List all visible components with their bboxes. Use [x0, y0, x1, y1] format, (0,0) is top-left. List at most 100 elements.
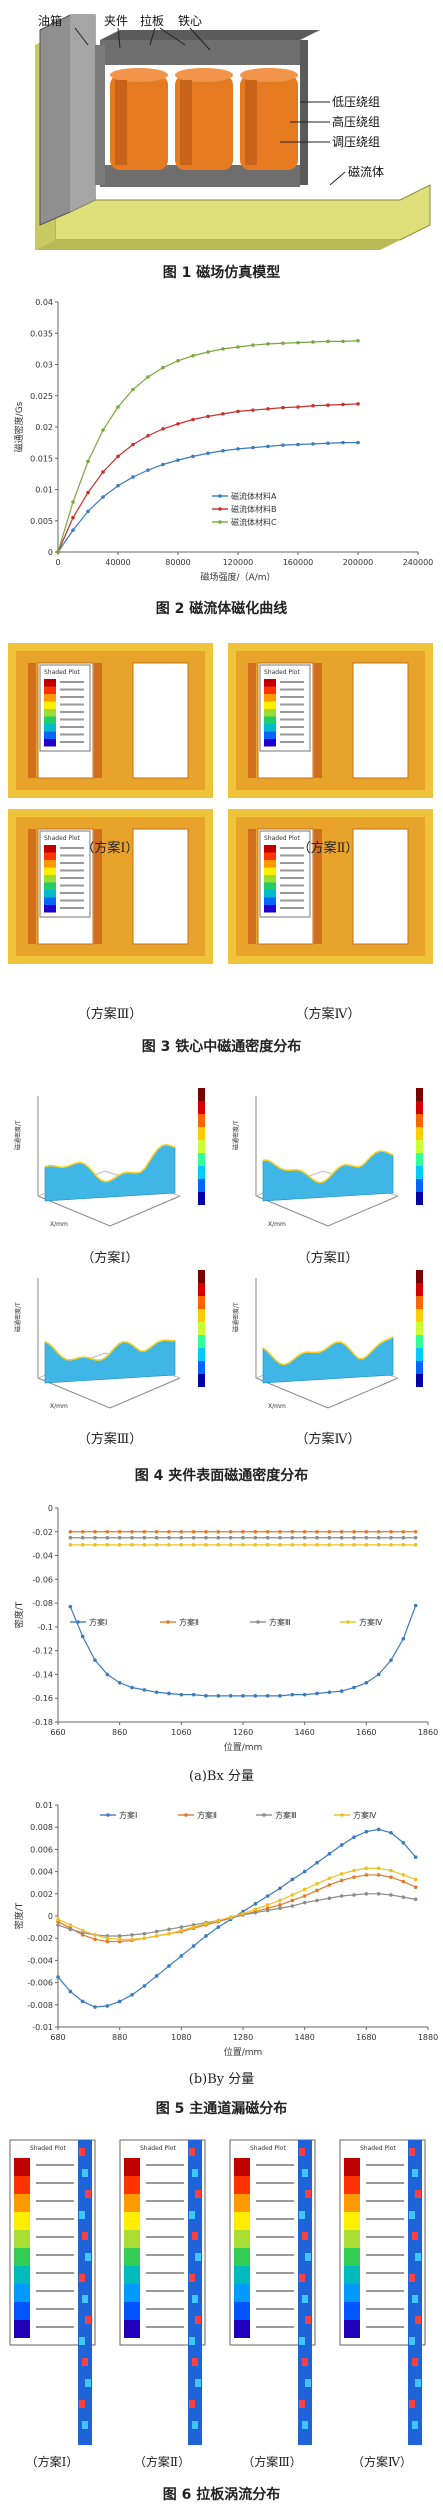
colorbar-step [416, 1270, 423, 1283]
data-point [401, 1529, 406, 1534]
label-lv-winding: 低压绕组 [332, 95, 381, 109]
data-point [161, 365, 165, 370]
data-point [290, 1898, 295, 1903]
data-point [116, 454, 120, 459]
data-point [105, 1535, 110, 1540]
legend-value-tick [60, 877, 84, 879]
y-tick-label: -0.12 [32, 1647, 53, 1656]
legend-color-step [234, 2248, 250, 2266]
legend-color-step [234, 2302, 250, 2320]
data-point [265, 1903, 270, 1907]
y-tick-label: 0.005 [30, 517, 53, 526]
data-point [142, 1984, 147, 1988]
legend-value-tick [256, 2164, 294, 2166]
core-limb-edge [94, 663, 102, 778]
colorbar-step [416, 1348, 423, 1361]
colorbar-step [198, 1335, 205, 1348]
legend-value-tick [60, 892, 84, 894]
data-point [290, 1692, 295, 1697]
y-tick-label: -0.14 [32, 1670, 53, 1679]
legend-color-step [124, 2266, 140, 2284]
data-point [311, 340, 315, 344]
data-point [146, 468, 150, 472]
data-point [376, 1892, 381, 1896]
data-point [142, 1936, 147, 1940]
data-point [352, 1543, 356, 1547]
eddy-hotspot [302, 2232, 308, 2240]
surface-body [44, 1339, 176, 1384]
legend-value-tick [60, 741, 84, 743]
legend-value-tick [366, 2182, 404, 2184]
data-point [339, 1535, 344, 1540]
series-line-2 [57, 1874, 416, 1943]
legend-value-tick [280, 726, 304, 728]
legend-value-tick [60, 862, 84, 864]
data-point [290, 1877, 295, 1882]
legend-color-step [44, 867, 56, 875]
figure-4-caption: 图 4 夹件表面磁通密度分布 [134, 1468, 309, 1484]
legend-color-step [44, 890, 56, 898]
label-tie-plate: 拉板 [140, 14, 165, 28]
legend-value-tick [256, 2236, 294, 2238]
data-point [290, 1904, 295, 1908]
data-point [101, 495, 105, 499]
surface-axes [37, 1278, 181, 1409]
data-point [131, 387, 135, 392]
data-point [130, 1543, 134, 1547]
eddy-hotspot [412, 2421, 418, 2429]
data-point [154, 1934, 159, 1938]
core-window-right [132, 828, 189, 945]
data-point [216, 1694, 221, 1698]
data-point [117, 1937, 122, 1942]
data-point [216, 1925, 221, 1929]
data-point [71, 500, 75, 504]
data-point [221, 448, 225, 453]
legend-value-tick [366, 2290, 404, 2292]
series-line-2 [57, 403, 359, 553]
y-tick-label: -0.02 [32, 1528, 53, 1537]
data-point [117, 1680, 122, 1685]
eddy-hotspot [195, 2316, 201, 2324]
z-axis-label: 磁通密度/T [232, 1120, 240, 1150]
legend-color-step [44, 882, 56, 890]
colorbar-step [198, 1153, 205, 1166]
x-tick-label: 860 [112, 1728, 127, 1737]
data-point [339, 1543, 344, 1547]
data-point [278, 1543, 282, 1547]
legend-value-tick [366, 2164, 404, 2166]
eddy-hotspot [192, 2169, 198, 2177]
x-tick-label: 680 [50, 2033, 65, 2042]
y-tick-label: 0.035 [30, 329, 53, 338]
data-point [253, 1694, 258, 1698]
data-point [154, 1529, 159, 1534]
legend-value-tick [146, 2164, 184, 2166]
x-tick-label: 1680 [356, 2033, 376, 2042]
legend-color-step [264, 845, 276, 853]
data-point [116, 405, 120, 409]
legend-value-tick [60, 854, 84, 857]
data-point [278, 1694, 282, 1698]
data-point [56, 1917, 60, 1922]
legend-value-tick [60, 718, 84, 721]
data-point [352, 1875, 356, 1879]
colorbar-step [198, 1309, 205, 1322]
data-point [93, 1658, 97, 1662]
eddy-hotspot [302, 2295, 308, 2303]
data-point [176, 458, 180, 462]
eddy-hotspot [189, 2148, 195, 2156]
data-point [251, 343, 255, 347]
data-point [302, 1869, 307, 1874]
legend-color-step [44, 845, 56, 853]
series-line-3 [57, 1893, 416, 1937]
surface-body [262, 1336, 394, 1384]
figure-3-caption: 图 3 铁心中磁通密度分布 [141, 1039, 302, 1055]
legend-value-tick [146, 2272, 184, 2274]
data-point [176, 358, 180, 363]
winding-2 [175, 68, 233, 170]
eddy-hotspot [409, 2337, 415, 2345]
data-point [266, 342, 270, 346]
legend-color-step [14, 2212, 30, 2230]
legend-color-step [344, 2230, 360, 2248]
data-point [341, 339, 345, 344]
legend-value-tick [256, 2272, 294, 2274]
